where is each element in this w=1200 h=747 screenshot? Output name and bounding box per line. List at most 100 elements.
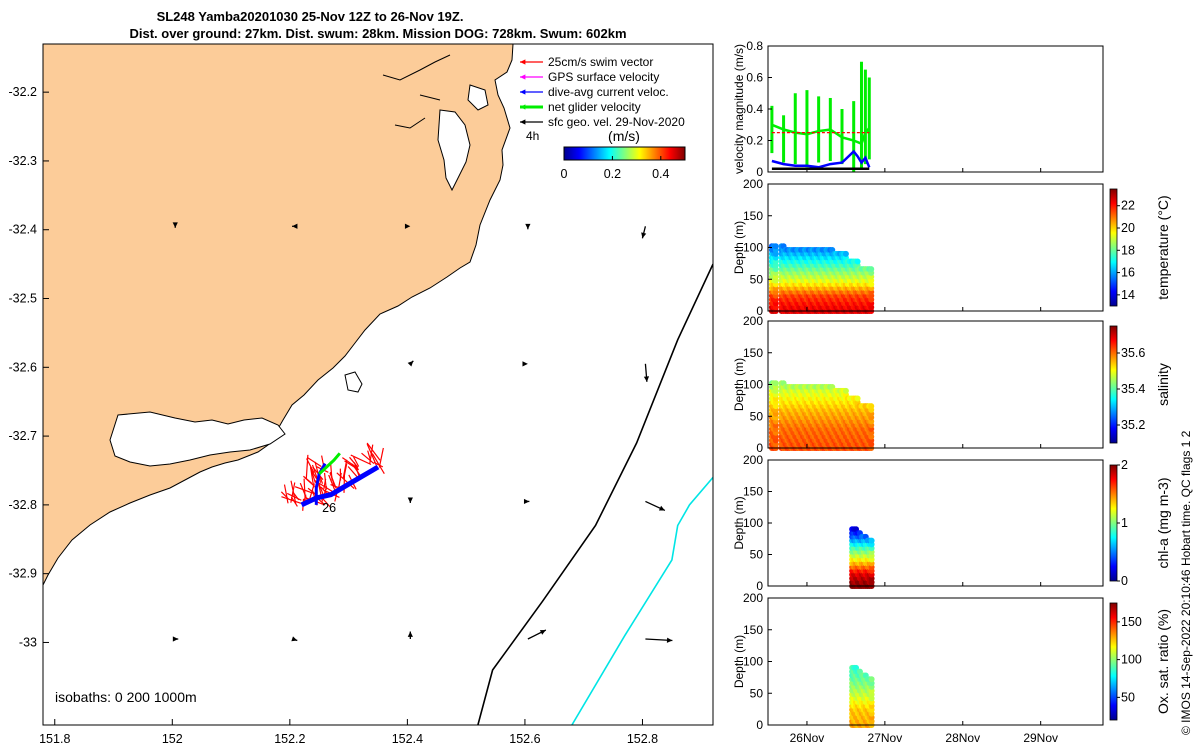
swim-vector bbox=[336, 472, 355, 489]
panel-5: 0 50 100 150 200 50 100 150 Ox. sat. ratio (%) De… bbox=[732, 591, 1171, 732]
panel-y-tick-label: 200 bbox=[743, 314, 763, 328]
sfc-geo-arrow bbox=[643, 363, 650, 382]
legend-arrow bbox=[520, 104, 543, 110]
swim-vector bbox=[290, 480, 297, 504]
panel-y-tick-label: 100 bbox=[743, 241, 763, 255]
track-label: 26 bbox=[322, 501, 336, 515]
legend-entry: dive-avg current veloc. bbox=[548, 85, 669, 99]
swim-vector bbox=[283, 484, 289, 504]
panel-y-tick-label: 150 bbox=[743, 209, 763, 223]
panel-y-tick-label: 100 bbox=[743, 378, 763, 392]
sfc-geo-arrow bbox=[645, 500, 666, 512]
panel-colorbar-tick-label: 1 bbox=[1121, 516, 1128, 530]
legend-arrow-head bbox=[520, 89, 526, 95]
sfc-geo-arrow-head bbox=[407, 631, 413, 637]
panel-frame bbox=[767, 597, 1104, 726]
profile-point bbox=[868, 403, 875, 410]
legend-arrow-head bbox=[520, 104, 526, 110]
panel-y-tick-label: 0 bbox=[756, 304, 763, 318]
swim-vector bbox=[305, 454, 309, 479]
panel-y-tick-label: 200 bbox=[743, 177, 763, 191]
sfc-geo-arrow bbox=[407, 631, 413, 640]
panel-y-tick-label: 0 bbox=[756, 165, 763, 179]
swim-vector bbox=[373, 461, 384, 468]
sfc-geo-arrow-head bbox=[666, 637, 673, 643]
map-x-tick-label: 152.6 bbox=[509, 732, 540, 746]
swim-vector bbox=[303, 475, 313, 484]
panel-colorbar bbox=[1109, 188, 1118, 307]
panel-colorbar bbox=[1109, 325, 1118, 444]
panel-y-tick-label: 0.2 bbox=[746, 134, 763, 148]
profile-point bbox=[854, 395, 861, 402]
panel-y-tick-label: 0 bbox=[756, 718, 763, 732]
sfc-geo-arrow-head bbox=[522, 361, 528, 367]
swim-vector bbox=[378, 447, 384, 468]
sfc-geo-arrow-head bbox=[643, 376, 650, 382]
sfc-geo-arrow-head bbox=[292, 223, 298, 229]
swim-vector bbox=[347, 466, 359, 479]
panel-colorbar-tick-label: 14 bbox=[1121, 288, 1135, 302]
map-y-tick-label: -32.9 bbox=[9, 567, 38, 581]
panel-x-tick-label: 29Nov bbox=[1023, 731, 1058, 745]
panel-colorbar bbox=[1109, 602, 1118, 721]
speed-colorbar-tick-label: 0.4 bbox=[652, 167, 669, 181]
swim-vector bbox=[367, 450, 372, 462]
panel-colorbar-label: Ox. sat. ratio (%) bbox=[1155, 609, 1171, 714]
panel-y-tick-label: 50 bbox=[750, 272, 764, 286]
sfc-geo-arrow bbox=[172, 636, 179, 642]
panel-y-tick-label: 150 bbox=[743, 346, 763, 360]
sfc-geo-arrow-head bbox=[641, 232, 647, 239]
panel-y-tick-label: 200 bbox=[743, 453, 763, 467]
panel-colorbar-tick-label: 16 bbox=[1121, 266, 1135, 280]
sfc-geo-arrow-head bbox=[172, 636, 179, 642]
sfc-geo-arrow-head bbox=[404, 223, 411, 229]
glider-track bbox=[300, 464, 380, 508]
sfc-geo-arrow bbox=[527, 629, 547, 640]
panel-y-tick-label: 0.4 bbox=[746, 102, 763, 116]
panel-colorbar-tick-label: 150 bbox=[1121, 615, 1142, 629]
panel-frame bbox=[767, 45, 1104, 173]
swim-vector bbox=[309, 466, 315, 488]
map-x-tick-label: 151.8 bbox=[39, 732, 70, 746]
panel-y-label: Depth (m) bbox=[732, 635, 746, 688]
panel-background bbox=[768, 460, 1103, 586]
panel-colorbar-tick-label: 35.2 bbox=[1121, 418, 1145, 432]
panel-y-tick-label: 50 bbox=[750, 409, 764, 423]
panel-y-tick-label: 100 bbox=[743, 516, 763, 530]
legend-arrow-head bbox=[520, 119, 526, 125]
legend-entry: net glider velocity bbox=[548, 100, 641, 114]
swim-vector bbox=[342, 457, 359, 469]
speed-colorbar bbox=[563, 146, 686, 161]
sfc-geo-arrow bbox=[172, 222, 178, 228]
sfc-geo-arrow-head bbox=[407, 360, 414, 367]
panel-4: 0 50 100 150 200 0 1 2 chl-a (mg m-3) Depth (m) bbox=[732, 453, 1171, 593]
sfc-geo-arrow bbox=[525, 223, 531, 230]
profile-point bbox=[868, 266, 875, 273]
panel-y-tick-label: 0.6 bbox=[746, 71, 763, 85]
map-x-ticks: 151.8 152 152.2 152.4 152.6 152.8 bbox=[39, 719, 658, 746]
map-x-tick-label: 152.2 bbox=[274, 732, 305, 746]
panel-y-label: Depth (m) bbox=[732, 496, 746, 549]
profile-point bbox=[854, 258, 861, 265]
panel-colorbar-tick-label: 18 bbox=[1121, 243, 1135, 257]
legend-entry: sfc geo. vel. 29-Nov-2020 bbox=[548, 115, 685, 129]
swim-vector bbox=[353, 456, 360, 467]
title-line-2: Dist. over ground: 27km. Dist. swum: 28k… bbox=[129, 26, 626, 41]
panel-y-tick-label: 0 bbox=[756, 579, 763, 593]
panel-y-label: Depth (m) bbox=[732, 358, 746, 411]
sfc-geo-arrow-head bbox=[172, 222, 178, 228]
sfc-geo-arrow-head bbox=[291, 636, 298, 642]
swim-vector bbox=[350, 454, 372, 466]
sfc-geo-arrow bbox=[291, 636, 298, 642]
map-frame bbox=[42, 43, 714, 726]
scale-label: 4h bbox=[526, 129, 539, 143]
sfc-geo-arrow bbox=[407, 497, 413, 503]
panel-colorbar-label: temperature (°C) bbox=[1155, 195, 1171, 299]
panel-colorbar-tick-label: 0 bbox=[1121, 574, 1128, 588]
map-y-tick-label: -32.3 bbox=[9, 154, 38, 168]
sfc-geo-arrow bbox=[407, 360, 414, 367]
sfc-geo-arrow-head bbox=[525, 223, 531, 230]
legend-entry: GPS surface velocity bbox=[548, 70, 659, 84]
